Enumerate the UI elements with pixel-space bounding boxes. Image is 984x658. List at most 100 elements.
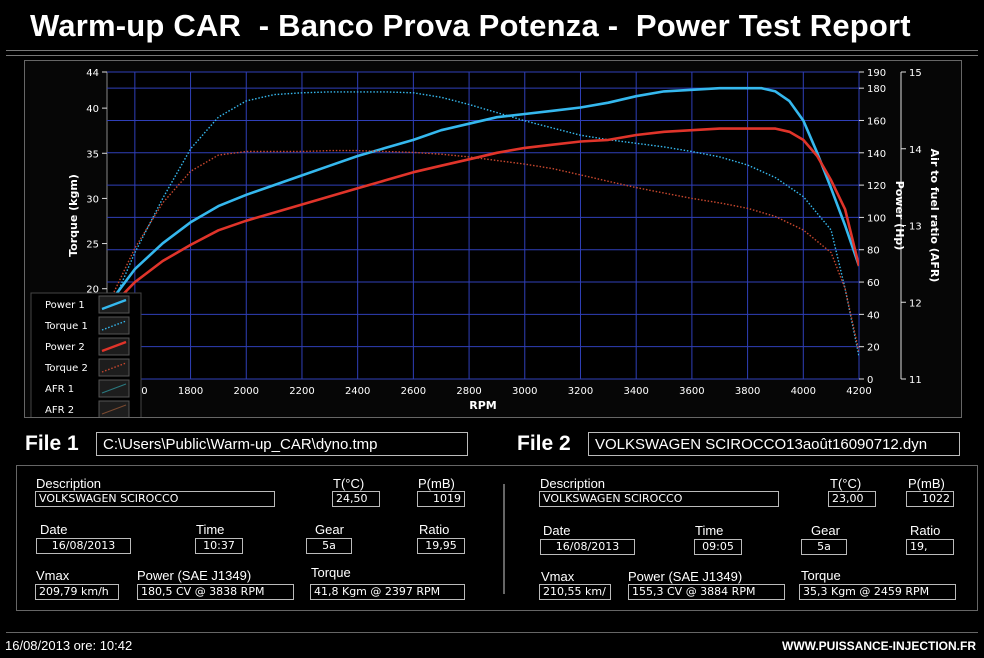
x-tick-label: 3200 [568, 386, 593, 397]
y-right-tick-label: 40 [867, 310, 880, 321]
series-power-2 [107, 127, 859, 313]
legend-label: Power 2 [45, 342, 85, 353]
file2-path-field[interactable]: VOLKSWAGEN SCIROCCO13août16090712.dyn [588, 432, 960, 456]
chart-series [107, 86, 859, 357]
run1-ratio-label: Ratio [419, 522, 450, 537]
run2-gear-value: 5a [801, 539, 847, 555]
legend-label: Power 1 [45, 300, 85, 311]
chart-grid [106, 71, 860, 380]
series-torque-1 [111, 91, 859, 357]
run2-ratio-label: Ratio [910, 523, 941, 538]
y-right-tick-label: 20 [867, 343, 880, 354]
legend-label: Torque 2 [44, 363, 88, 374]
x-tick-label: 3600 [679, 386, 704, 397]
run-info-panel [16, 465, 978, 611]
legend-label: Torque 1 [44, 321, 88, 332]
run-info-divider [503, 484, 505, 594]
run1-gear-label: Gear [315, 522, 344, 537]
y-right-tick-label: 180 [867, 84, 886, 95]
legend-line [101, 298, 127, 311]
footer: 16/08/2013 ore: 10:42 WWW.PUISSANCE-INJE… [0, 628, 984, 658]
run1-description-label: Description [36, 476, 102, 491]
run1-power-value: 180,5 CV @ 3838 RPM [137, 584, 294, 600]
run1-vmax-label: Vmax [36, 568, 70, 583]
y-right-tick-label: 160 [867, 116, 886, 127]
y-right-axis-title: Power (Hp) [893, 181, 906, 251]
run1-date-label: Date [40, 522, 68, 537]
y-right-tick-label: 190 [867, 68, 886, 79]
x-tick-label: 2000 [234, 386, 259, 397]
y-afr-tick-label: 13 [909, 222, 922, 233]
legend-line [101, 320, 127, 331]
dyno-chart: 1600180020002200240026002800300032003400… [30, 68, 941, 417]
run2-vmax-label: Vmax [541, 569, 575, 584]
y-left-tick-label: 44 [86, 68, 99, 79]
run2-gear-label: Gear [811, 523, 840, 538]
run2-temp-label: T(°C) [830, 476, 862, 491]
y-left-tick-label: 40 [86, 104, 99, 115]
y-left-tick-label: 30 [86, 194, 99, 205]
x-tick-label: 3000 [512, 386, 537, 397]
plot-area [106, 71, 860, 380]
page-title: Warm-up CAR - Banco Prova Potenza - Powe… [30, 8, 911, 43]
run1-temp-label: T(°C) [333, 476, 365, 491]
run2-description-label: Description [540, 476, 606, 491]
run1-pressure-label: P(mB) [418, 476, 455, 491]
legend-label: AFR 1 [45, 384, 74, 395]
legend-swatch [98, 358, 130, 377]
legend-line [101, 383, 127, 394]
legend-label: AFR 2 [45, 405, 74, 416]
run1-date-value: 16/08/2013 [36, 538, 131, 554]
run2-date-label: Date [543, 523, 571, 538]
y-afr-axis-title: Air to fuel ratio (AFR) [928, 149, 941, 283]
run2-power-value: 155,3 CV @ 3884 RPM [628, 584, 785, 600]
x-tick-label: 4000 [791, 386, 816, 397]
x-tick-label: 4200 [846, 386, 871, 397]
file1-path-field[interactable]: C:\Users\Public\Warm-up_CAR\dyno.tmp [96, 432, 468, 456]
x-tick-label: 3800 [735, 386, 760, 397]
y-afr-tick-label: 15 [909, 68, 922, 79]
run2-power-label: Power (SAE J1349) [628, 569, 743, 584]
run2-description-value: VOLKSWAGEN SCIROCCO [539, 491, 779, 507]
file1-label: File 1 [25, 432, 79, 455]
y-right-tick-label: 140 [867, 149, 886, 160]
run2-vmax-value: 210,55 km/ [539, 584, 611, 600]
series-power-1 [107, 86, 859, 308]
run1-vmax-value: 209,79 km/h [35, 584, 119, 600]
y-left-tick-label: 20 [86, 285, 99, 296]
run1-temp-value: 24,50 [332, 491, 380, 507]
legend-line [101, 362, 127, 373]
chart-legend: Power 1 Torque 1 Power 2 Torque 2 AFR 1 AFR 2 [30, 292, 142, 417]
run2-date-value: 16/08/2013 [540, 539, 635, 555]
run2-torque-label: Torque [801, 568, 841, 583]
legend-line [101, 404, 127, 415]
x-tick-label: 1800 [178, 386, 203, 397]
run1-time-label: Time [196, 522, 225, 537]
y-right-tick-label: 80 [867, 246, 880, 257]
run1-torque-label: Torque [311, 565, 351, 580]
legend-line [101, 340, 127, 353]
run2-temp-value: 23,00 [828, 491, 876, 507]
run2-pressure-value: 1022 [906, 491, 954, 507]
y-left-axis-title: Torque (kgm) [67, 174, 80, 257]
x-tick-label: 2800 [456, 386, 481, 397]
run1-description-value: VOLKSWAGEN SCIROCCO [35, 491, 275, 507]
y-right-tick-label: 100 [867, 213, 886, 224]
run2-ratio-value: 19, [906, 539, 954, 555]
run1-gear-value: 5a [306, 538, 352, 554]
y-afr-tick-label: 14 [909, 145, 922, 156]
run1-torque-value: 41,8 Kgm @ 2397 RPM [310, 584, 465, 600]
y-afr-tick-label: 11 [909, 375, 922, 386]
x-tick-label: 2600 [401, 386, 426, 397]
footer-url: WWW.PUISSANCE-INJECTION.FR [782, 639, 976, 653]
footer-datetime: 16/08/2013 ore: 10:42 [5, 638, 133, 653]
x-axis-title: RPM [469, 399, 496, 412]
series-group [107, 86, 859, 357]
run2-torque-value: 35,3 Kgm @ 2459 RPM [799, 584, 956, 600]
legend-swatch [98, 316, 130, 335]
title-divider [6, 50, 978, 56]
run1-pressure-value: 1019 [417, 491, 465, 507]
run1-power-label: Power (SAE J1349) [137, 568, 252, 583]
file2-label: File 2 [517, 432, 571, 455]
y-right-tick-label: 60 [867, 278, 880, 289]
